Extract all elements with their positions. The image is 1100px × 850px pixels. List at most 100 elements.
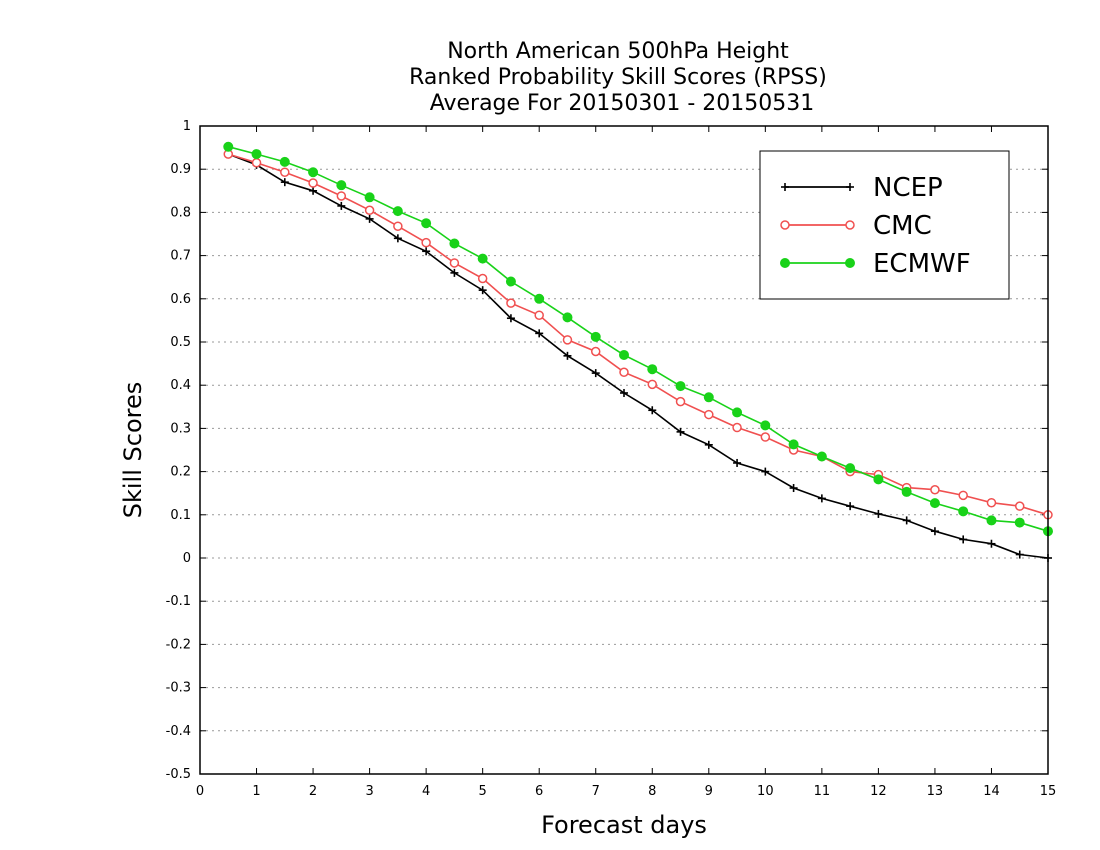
open-circle-marker: [760, 432, 771, 442]
filled-circle-marker: [788, 439, 799, 450]
x-tick-label: 4: [422, 784, 430, 799]
plus-marker: [1015, 550, 1024, 559]
x-tick-label: 0: [196, 784, 204, 799]
plus-marker: [280, 178, 289, 187]
y-tick-label: 0.2: [170, 465, 191, 480]
x-tick-label: 6: [535, 784, 543, 799]
open-circle-marker: [421, 237, 431, 248]
legend-item-ncep: NCEP: [781, 173, 943, 203]
y-tick-label: 0.6: [170, 292, 191, 307]
filled-circle-marker: [816, 451, 827, 462]
filled-circle-marker: [421, 218, 432, 229]
plus-marker: [930, 527, 939, 536]
x-tick-label: 11: [814, 784, 831, 799]
open-circle-marker: [704, 409, 714, 420]
legend-label: CMC: [873, 211, 932, 241]
open-circle-marker: [732, 422, 742, 433]
filled-circle-marker: [647, 364, 658, 375]
plus-marker: [959, 535, 968, 544]
chart-title: North American 500hPa Height Ranked Prob…: [409, 39, 827, 116]
plot-frame: [199, 125, 1049, 775]
x-tick-label: 12: [870, 784, 887, 799]
open-circle-marker: [780, 220, 790, 230]
plus-marker: [563, 351, 572, 360]
plus-marker: [450, 268, 459, 277]
x-tick-label: 13: [927, 784, 944, 799]
plus-marker: [704, 440, 713, 449]
open-circle-marker: [364, 205, 375, 215]
filled-circle-marker: [986, 515, 997, 526]
open-circle-marker: [477, 273, 488, 284]
open-circle-marker: [590, 346, 601, 357]
y-tick-label: 0: [183, 551, 191, 566]
plus-marker: [478, 286, 487, 295]
y-tick-label: 0.1: [170, 508, 191, 523]
legend-item-cmc: CMC: [780, 211, 932, 241]
filled-circle-marker: [364, 192, 375, 203]
filled-circle-marker: [477, 253, 488, 264]
plus-marker: [846, 502, 855, 511]
plus-marker: [874, 509, 883, 518]
y-tick-label: 0.4: [170, 378, 191, 393]
y-axis-ticks: -0.5 -0.4 -0.3 -0.2 -0.1 0 0.1 0.2 0.3 0.4 0.5 0.6 0…: [166, 119, 1048, 782]
plus-marker: [733, 458, 742, 467]
series-line-ecmwf: [228, 145, 1049, 532]
open-circle-marker: [845, 220, 855, 230]
plus-marker: [846, 183, 854, 191]
x-tick-label: 1: [252, 784, 260, 799]
y-tick-label: 0.8: [170, 205, 191, 220]
plus-marker: [987, 539, 996, 548]
filled-circle-marker: [308, 167, 319, 178]
open-circle-marker: [393, 221, 403, 231]
filled-circle-marker: [279, 156, 290, 167]
plus-marker: [535, 329, 544, 338]
filled-circle-marker: [732, 407, 743, 418]
filled-circle-marker: [760, 420, 771, 431]
open-circle-marker: [506, 298, 516, 308]
filled-circle-marker: [590, 331, 601, 342]
open-circle-marker: [562, 335, 573, 345]
x-axis-label: Forecast days: [541, 811, 707, 839]
plus-marker: [902, 516, 911, 525]
open-circle-marker: [986, 497, 997, 508]
filled-circle-marker: [675, 381, 686, 392]
filled-circle-marker: [562, 312, 573, 323]
x-tick-label: 10: [757, 784, 774, 799]
plus-marker: [337, 201, 346, 210]
filled-circle-marker: [929, 498, 940, 509]
plus-marker: [309, 186, 318, 195]
y-tick-label: 1: [183, 119, 191, 134]
filled-circle-marker: [845, 258, 855, 268]
legend-label: ECMWF: [873, 249, 971, 279]
filled-circle-marker: [392, 206, 403, 217]
x-tick-label: 7: [592, 784, 600, 799]
plus-marker: [422, 247, 431, 256]
filled-circle-marker: [703, 392, 714, 403]
y-tick-label: -0.5: [166, 767, 191, 782]
plus-marker: [781, 183, 789, 191]
x-tick-label: 3: [365, 784, 373, 799]
open-circle-marker: [251, 157, 262, 168]
legend: NCEP CMC ECMWF: [759, 150, 1010, 300]
y-tick-label: 0.7: [170, 249, 191, 264]
plus-marker: [506, 314, 515, 323]
x-tick-label: 15: [1040, 784, 1057, 799]
plus-marker: [676, 427, 685, 436]
plus-marker: [648, 406, 657, 415]
filled-circle-marker: [505, 276, 516, 287]
filled-circle-marker: [873, 474, 884, 485]
open-circle-marker: [675, 396, 686, 407]
y-tick-label: -0.4: [166, 724, 191, 739]
y-tick-label: -0.2: [166, 637, 191, 652]
filled-circle-marker: [223, 141, 234, 152]
open-circle-marker: [930, 484, 940, 495]
open-circle-marker: [280, 167, 290, 177]
x-tick-label: 9: [705, 784, 713, 799]
filled-circle-marker: [1014, 517, 1025, 528]
legend-item-ecmwf: ECMWF: [780, 249, 971, 279]
open-circle-marker: [619, 367, 629, 377]
filled-circle-marker: [780, 258, 790, 268]
y-tick-label: 0.5: [170, 335, 191, 350]
open-circle-marker: [336, 191, 347, 201]
